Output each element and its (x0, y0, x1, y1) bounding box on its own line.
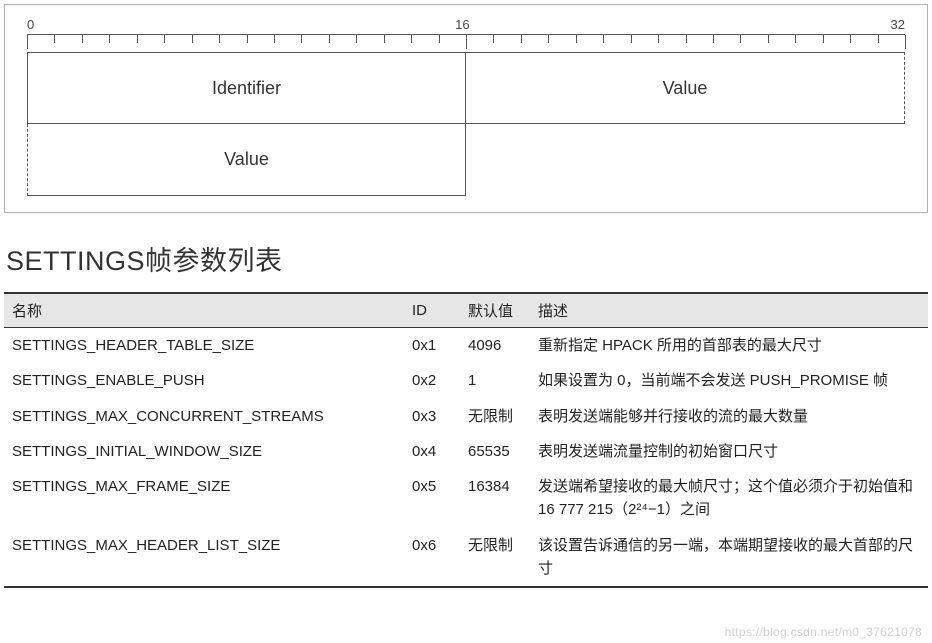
table-row: SETTINGS_MAX_HEADER_LIST_SIZE0x6无限制该设置告诉… (4, 528, 928, 588)
col-header-desc: 描述 (530, 293, 928, 328)
watermark: https://blog.csdn.net/m0_37621078 (725, 625, 922, 639)
ruler-tick (768, 35, 769, 43)
ruler-tick (274, 35, 275, 43)
table-row: SETTINGS_INITIAL_WINDOW_SIZE0x465535表明发送… (4, 434, 928, 469)
ruler-tick (795, 35, 796, 43)
ruler-tick (713, 35, 714, 43)
frame-rows: Identifier Value Value (27, 52, 905, 196)
table-row: SETTINGS_ENABLE_PUSH0x21如果设置为 0，当前端不会发送 … (4, 363, 928, 398)
cell-default: 无限制 (460, 399, 530, 434)
col-header-id: ID (404, 293, 460, 328)
cell-id: 0x1 (404, 328, 460, 364)
ruler-tick (466, 35, 467, 49)
cell-id: 0x2 (404, 363, 460, 398)
ruler-tick (740, 35, 741, 43)
cell-value-upper-label: Value (663, 78, 708, 99)
ruler-tick (686, 35, 687, 43)
cell-desc: 如果设置为 0，当前端不会发送 PUSH_PROMISE 帧 (530, 363, 928, 398)
ruler-tick (493, 35, 494, 43)
ruler-tick (356, 35, 357, 43)
ruler-tick (439, 35, 440, 43)
cell-value-lower: Value (27, 124, 466, 196)
ruler-tick (301, 35, 302, 43)
ruler-tick (27, 35, 28, 49)
cell-default: 16384 (460, 469, 530, 528)
frame-row-0: Identifier Value (27, 52, 905, 124)
table-row: SETTINGS_MAX_CONCURRENT_STREAMS0x3无限制表明发… (4, 399, 928, 434)
col-header-default: 默认值 (460, 293, 530, 328)
ruler-labels: 0 16 32 (27, 17, 905, 34)
cell-desc: 重新指定 HPACK 所用的首部表的最大尺寸 (530, 328, 928, 364)
ruler-tick (192, 35, 193, 43)
ruler-tick (631, 35, 632, 43)
cell-name: SETTINGS_INITIAL_WINDOW_SIZE (4, 434, 404, 469)
cell-id: 0x6 (404, 528, 460, 588)
ruler-tick (164, 35, 165, 43)
ruler-tick (329, 35, 330, 43)
cell-name: SETTINGS_ENABLE_PUSH (4, 363, 404, 398)
ruler-tick (603, 35, 604, 43)
cell-desc: 表明发送端能够并行接收的流的最大数量 (530, 399, 928, 434)
ruler-tick (548, 35, 549, 43)
cell-name: SETTINGS_MAX_FRAME_SIZE (4, 469, 404, 528)
cell-desc: 表明发送端流量控制的初始窗口尺寸 (530, 434, 928, 469)
settings-params-table: 名称 ID 默认值 描述 SETTINGS_HEADER_TABLE_SIZE0… (4, 292, 928, 588)
ruler-tick (137, 35, 138, 43)
section-title: SETTINGS帧参数列表 (6, 239, 928, 278)
ruler-label-0: 0 (27, 17, 34, 32)
ruler-tick (850, 35, 851, 43)
cell-desc: 该设置告诉通信的另一端，本端期望接收的最大首部的尺寸 (530, 528, 928, 588)
ruler-tick (219, 35, 220, 43)
ruler-tick (576, 35, 577, 43)
cell-default: 65535 (460, 434, 530, 469)
col-header-name: 名称 (4, 293, 404, 328)
cell-default: 1 (460, 363, 530, 398)
ruler-tick (878, 35, 879, 43)
frame-row-1: Value (27, 124, 905, 196)
cell-name: SETTINGS_MAX_CONCURRENT_STREAMS (4, 399, 404, 434)
ruler-tick (82, 35, 83, 43)
ruler-tick (905, 35, 906, 49)
cell-identifier: Identifier (27, 52, 466, 124)
cell-name: SETTINGS_HEADER_TABLE_SIZE (4, 328, 404, 364)
cell-value-lower-label: Value (224, 149, 269, 170)
cell-name: SETTINGS_MAX_HEADER_LIST_SIZE (4, 528, 404, 588)
cell-id: 0x4 (404, 434, 460, 469)
ruler-tick (384, 35, 385, 43)
table-row: SETTINGS_MAX_FRAME_SIZE0x516384发送端希望接收的最… (4, 469, 928, 528)
ruler-tick (54, 35, 55, 43)
cell-id: 0x3 (404, 399, 460, 434)
ruler-tick (521, 35, 522, 43)
ruler-tick (658, 35, 659, 43)
cell-empty (466, 124, 905, 196)
bit-ruler (27, 34, 905, 52)
cell-value-upper: Value (466, 52, 905, 124)
ruler-tick (411, 35, 412, 43)
cell-desc: 发送端希望接收的最大帧尺寸；这个值必须介于初始值和 16 777 215（2²⁴… (530, 469, 928, 528)
table-row: SETTINGS_HEADER_TABLE_SIZE0x14096重新指定 HP… (4, 328, 928, 364)
ruler-tick (247, 35, 248, 43)
cell-identifier-label: Identifier (212, 78, 281, 99)
ruler-tick (109, 35, 110, 43)
ruler-label-32: 32 (891, 17, 905, 32)
cell-id: 0x5 (404, 469, 460, 528)
table-header-row: 名称 ID 默认值 描述 (4, 293, 928, 328)
ruler-tick (823, 35, 824, 43)
cell-default: 4096 (460, 328, 530, 364)
ruler-label-16: 16 (455, 17, 469, 32)
cell-default: 无限制 (460, 528, 530, 588)
frame-diagram: 0 16 32 Identifier Value Value (4, 4, 928, 213)
